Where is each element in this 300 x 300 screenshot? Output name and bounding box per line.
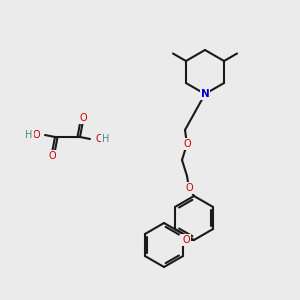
Text: N: N [201,89,209,99]
Text: H: H [102,134,110,144]
Text: O: O [182,235,190,245]
Text: H: H [25,130,33,140]
Text: O: O [185,183,193,193]
Text: O: O [79,113,87,123]
Text: O: O [183,139,191,149]
Text: O: O [32,130,40,140]
Text: O: O [95,134,103,144]
Text: O: O [48,151,56,161]
